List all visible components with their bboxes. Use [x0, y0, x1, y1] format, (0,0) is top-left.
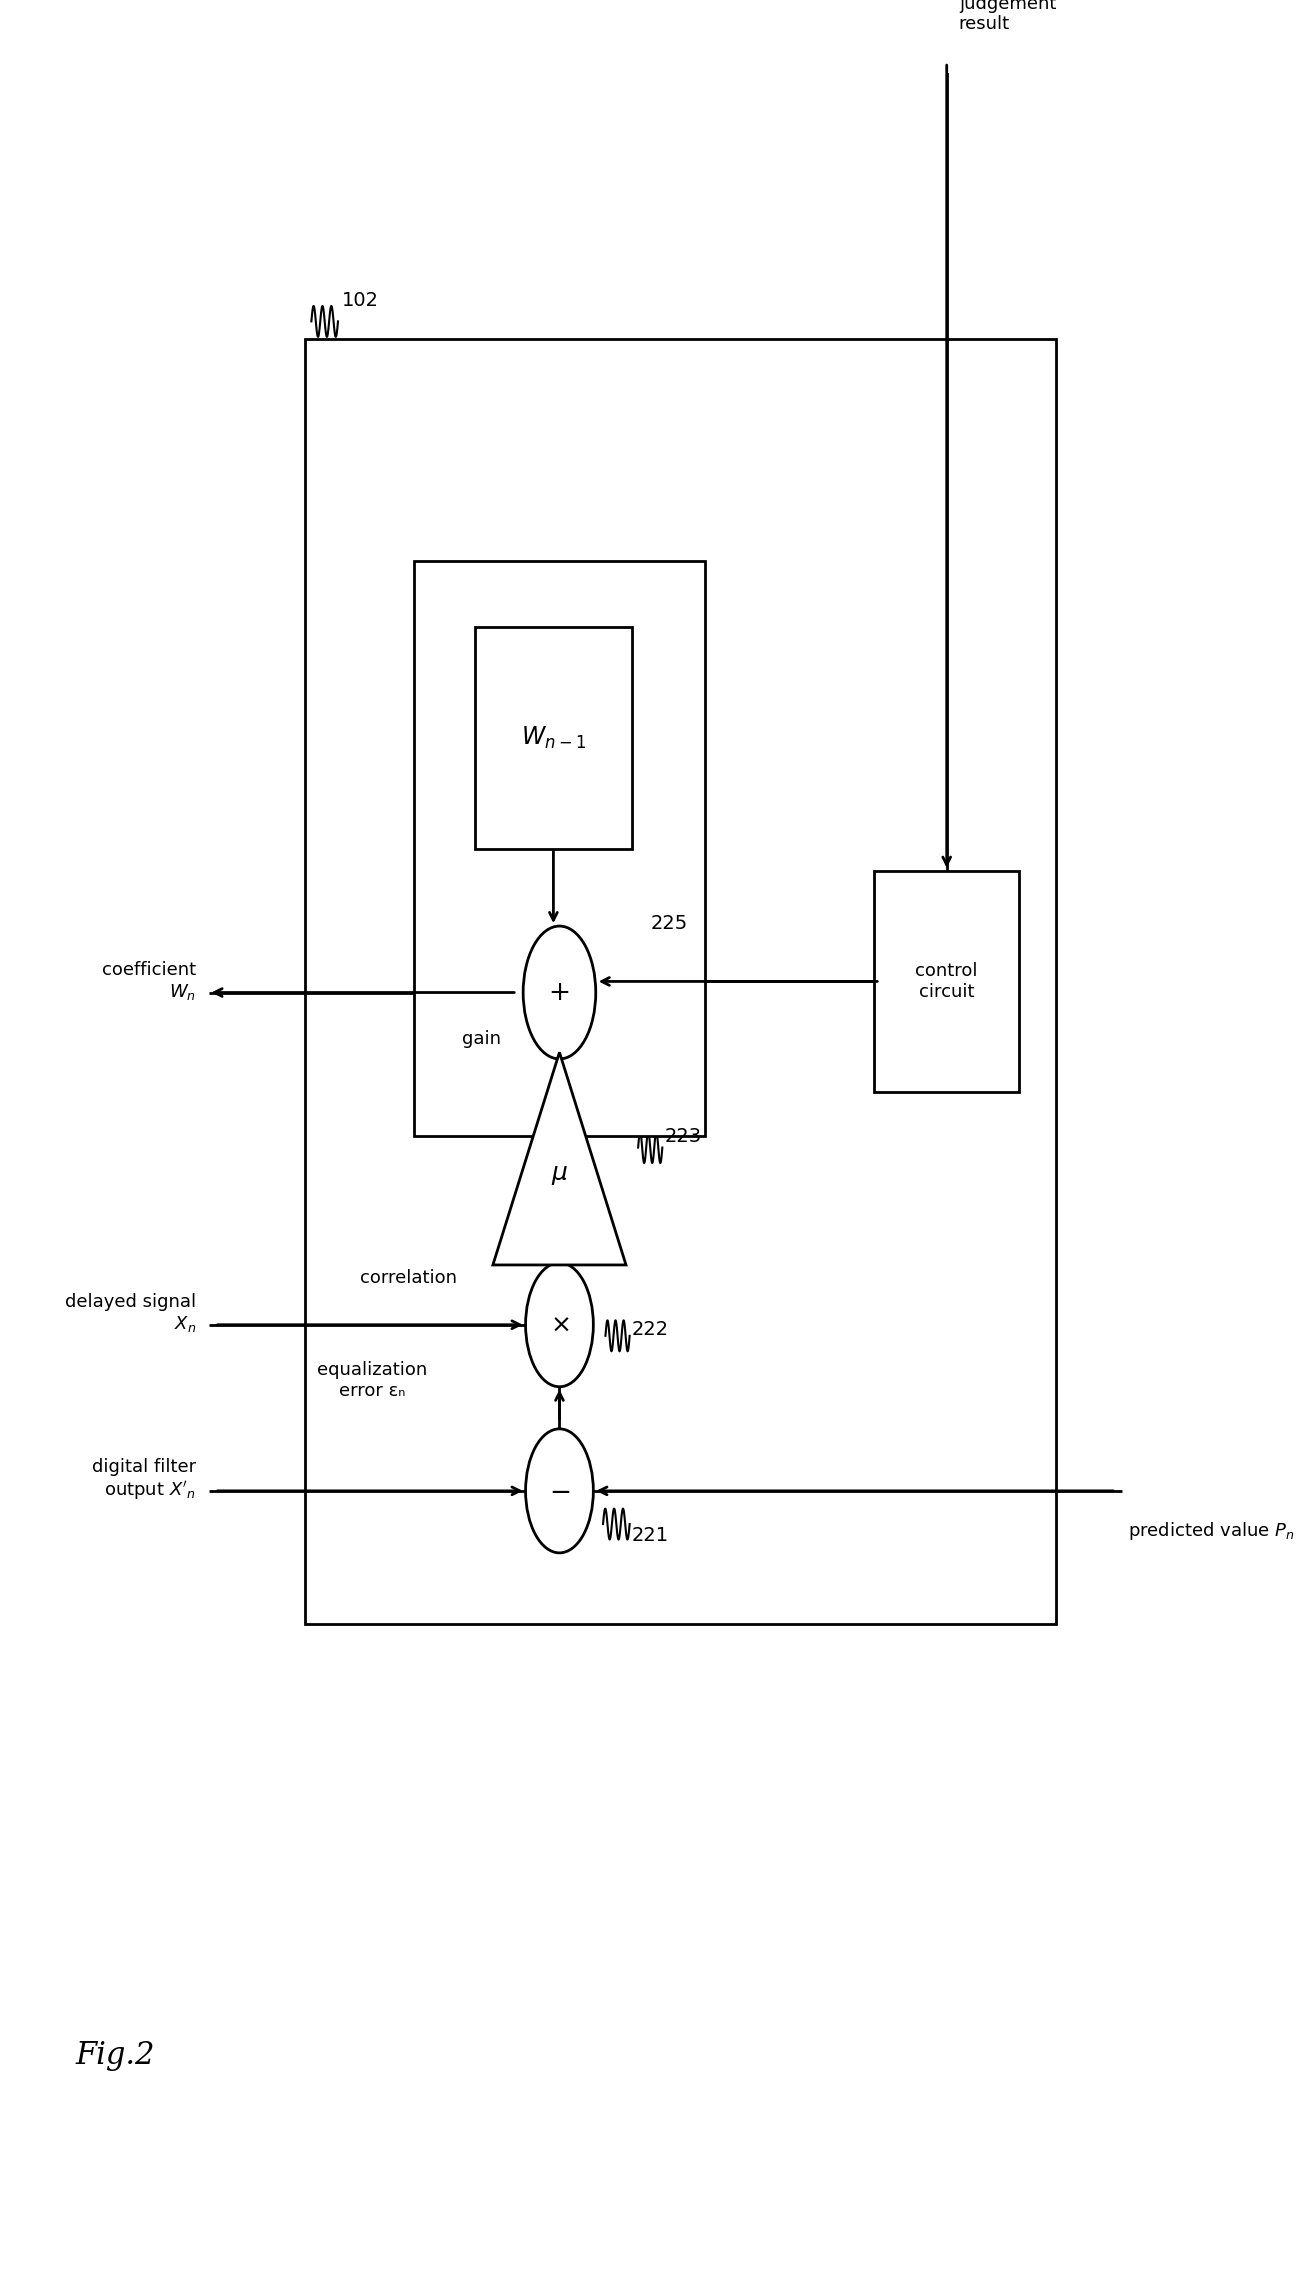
Text: digital filter
output $X'_n$: digital filter output $X'_n$ — [92, 1457, 197, 1503]
Text: +: + — [548, 981, 570, 1006]
Text: 102: 102 — [342, 291, 379, 309]
Polygon shape — [493, 1052, 627, 1265]
Text: predicted value $P_n$: predicted value $P_n$ — [1129, 1519, 1295, 1542]
Bar — [414, 561, 705, 1136]
Text: 224: 224 — [511, 836, 548, 855]
Text: 222: 222 — [632, 1320, 669, 1338]
Text: 221: 221 — [632, 1526, 669, 1544]
Circle shape — [523, 926, 595, 1058]
Text: $\times$: $\times$ — [549, 1313, 569, 1336]
Text: $\mu$: $\mu$ — [551, 1162, 568, 1187]
Text: coefficient
$W_n$: coefficient $W_n$ — [102, 960, 197, 1001]
Text: delayed signal
$X_n$: delayed signal $X_n$ — [66, 1292, 197, 1333]
Text: 223: 223 — [665, 1127, 701, 1146]
Bar — [475, 628, 632, 848]
Bar — [874, 871, 1020, 1093]
Text: equalization
error εₙ: equalization error εₙ — [317, 1361, 427, 1400]
Bar — [305, 339, 1055, 1624]
Text: $W_{n-1}$: $W_{n-1}$ — [520, 724, 586, 751]
Circle shape — [526, 1430, 594, 1553]
Text: Fig.2: Fig.2 — [76, 2041, 155, 2071]
Text: gain: gain — [463, 1031, 501, 1047]
Text: judgement
result: judgement result — [958, 0, 1057, 34]
Text: correlation: correlation — [359, 1269, 456, 1288]
Text: control
circuit: control circuit — [915, 962, 978, 1001]
Circle shape — [526, 1262, 594, 1386]
Text: $-$: $-$ — [549, 1478, 570, 1503]
Text: 225: 225 — [650, 914, 687, 932]
